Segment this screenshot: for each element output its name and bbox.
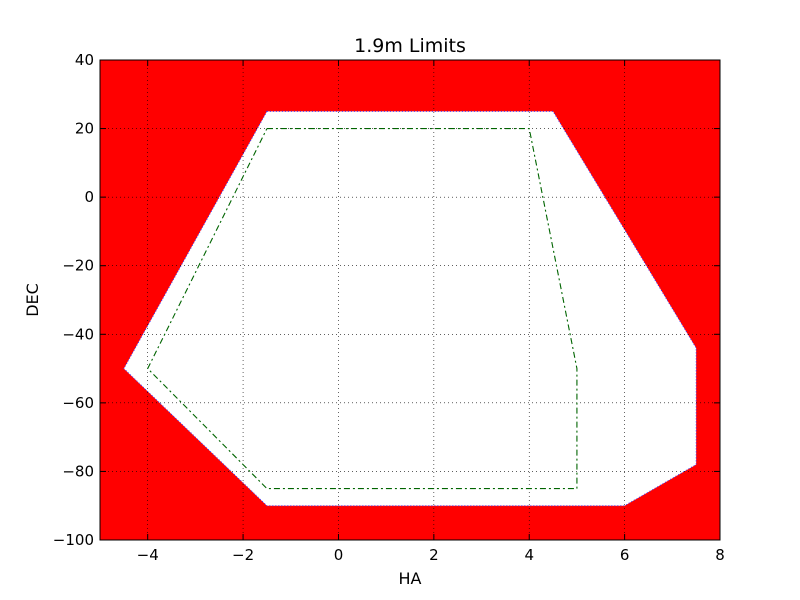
axes-frame [99,59,721,541]
x-axis-label: HA [399,569,422,588]
y-axis-label: DEC [23,283,42,317]
y-tick-label: −20 [62,257,94,275]
y-tick-label: −40 [62,325,94,343]
x-tick-label: 6 [620,546,630,564]
y-tick-labels: −100 −80 −60 −40 −20 0 20 40 [53,51,720,549]
y-tick-label: −80 [62,462,94,480]
chart-title: 1.9m Limits [354,35,466,57]
grid [100,60,720,540]
x-tick-label: −2 [232,546,254,564]
x-tick-label: 8 [715,546,725,564]
x-tick-label: 2 [429,546,439,564]
y-tick-label: −100 [53,531,94,549]
y-tick-label: 0 [84,188,94,206]
x-tick-label: 4 [524,546,534,564]
x-tick-label: 0 [334,546,344,564]
allowed-region [123,110,697,507]
dashed-limit-line [147,128,578,490]
y-tick-label: 20 [75,120,94,138]
y-tick-label: −60 [62,394,94,412]
x-tick-labels: −4 −2 0 2 4 6 8 [137,60,725,564]
plot-area [99,59,721,541]
x-tick-label: −4 [137,546,159,564]
y-tick-label: 40 [75,51,94,69]
